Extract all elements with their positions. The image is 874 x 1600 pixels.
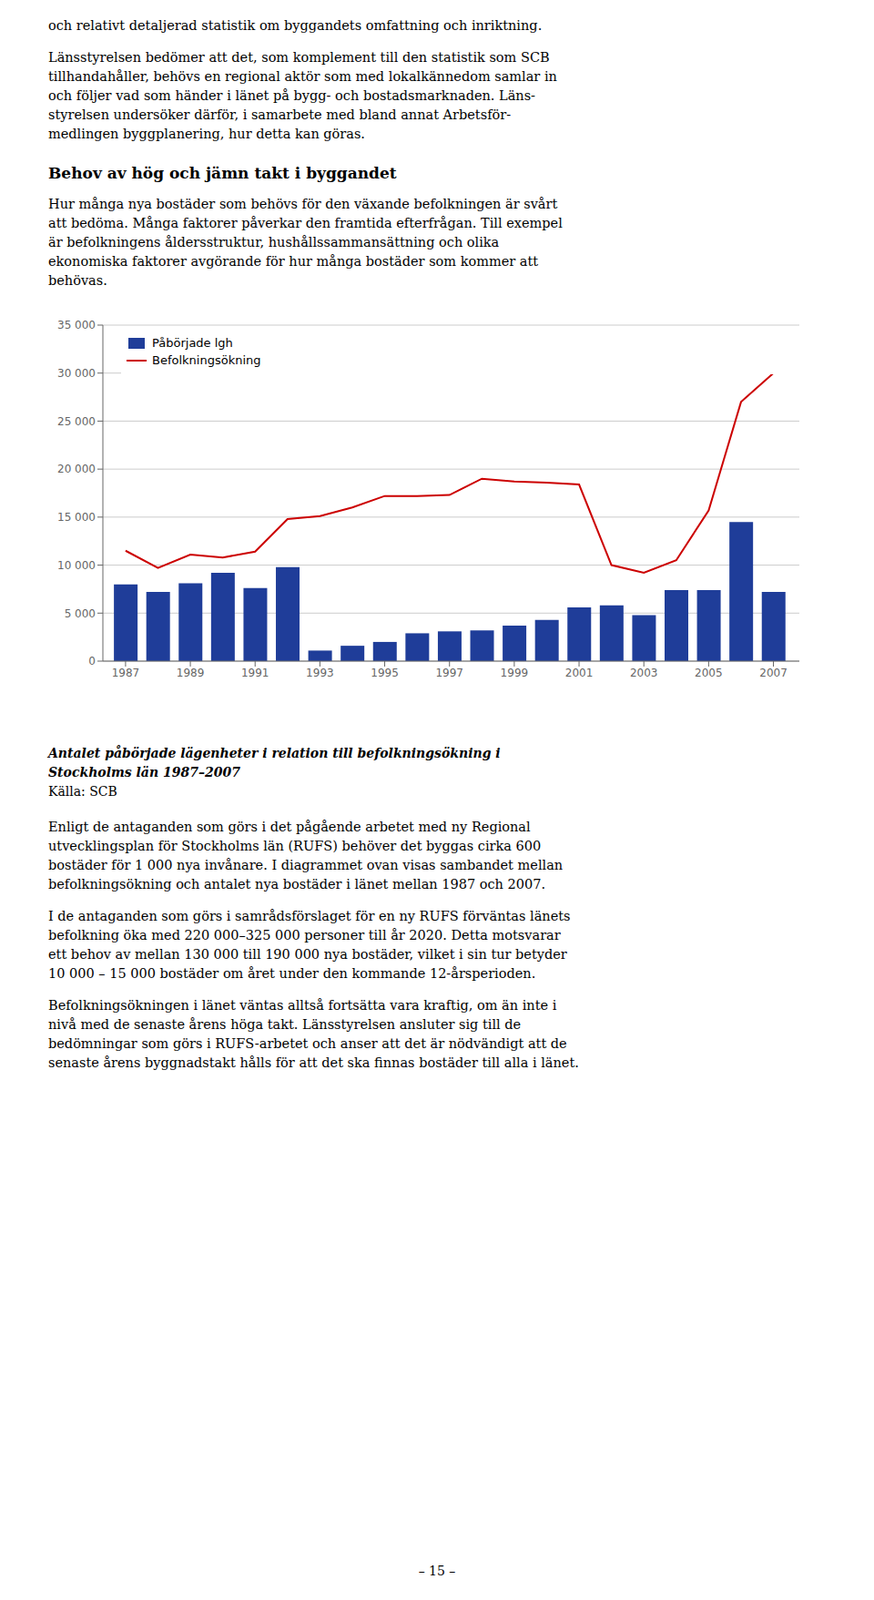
svg-text:0: 0 [88, 654, 96, 668]
svg-text:5 000: 5 000 [64, 607, 96, 620]
html-text:Behov av hög och jämn takt i b: Behov av hög och jämn takt i byggandet [48, 163, 397, 183]
html-text:att bedöma. Många faktorer påv: att bedöma. Många faktorer påverkar den … [48, 215, 563, 231]
svg-text:1989: 1989 [176, 666, 205, 680]
html-text:bostäder för 1 000 nya invånar: bostäder för 1 000 nya invånare. I diagr… [48, 857, 563, 873]
html-text:Befolkningsökning: Befolkningsökning [152, 353, 261, 367]
html-text:– 15 –: – 15 – [418, 1563, 456, 1578]
html-text:och följer vad som händer i lä: och följer vad som händer i länet på byg… [48, 88, 536, 103]
html-text:nivå med de senaste årens höga: nivå med de senaste årens höga takt. Län… [48, 1016, 521, 1032]
html-text:tillhandahåller, behövs en reg: tillhandahåller, behövs en regional aktö… [48, 69, 558, 84]
svg-text:20 000: 20 000 [57, 462, 96, 476]
svg-text:35 000: 35 000 [57, 318, 96, 332]
html-text:och relativt detaljerad statis: och relativt detaljerad statistik om byg… [48, 18, 542, 33]
html-text:Påbörjade lgh: Påbörjade lgh [152, 335, 233, 350]
html-text:Länsstyrelsen bedömer att det,: Länsstyrelsen bedömer att det, som kompl… [48, 50, 550, 65]
html-text:ekonomiska faktorer avgörande: ekonomiska faktorer avgörande för hur må… [48, 254, 539, 269]
html-text:10 000 – 15 000 bostäder om år: 10 000 – 15 000 bostäder om året under d… [48, 965, 536, 981]
svg-text:1997: 1997 [435, 666, 464, 680]
html-text:Befolkningsökningen i länet vä: Befolkningsökningen i länet väntas allts… [48, 997, 557, 1013]
html-text:behövas.: behövas. [48, 273, 108, 288]
html-text:befolkning öka med 220 000–325: befolkning öka med 220 000–325 000 perso… [48, 927, 561, 943]
svg-text:2007: 2007 [759, 666, 788, 680]
svg-text:1991: 1991 [241, 666, 270, 680]
html-text:Källa: SCB: Källa: SCB [48, 783, 118, 799]
html-text:är befolkningens åldersstruktu: är befolkningens åldersstruktur, hushåll… [48, 234, 500, 250]
html-text:senaste årens byggnadstakt hål: senaste årens byggnadstakt hålls för att… [48, 1055, 579, 1070]
html-text:Hur många nya bostäder som beh: Hur många nya bostäder som behövs för de… [48, 196, 558, 212]
html-text:medlingen byggplanering, hur d: medlingen byggplanering, hur detta kan g… [48, 126, 366, 142]
svg-text:10 000: 10 000 [57, 558, 96, 572]
html-text:styrelsen undersöker därför, i: styrelsen undersöker därför, i samarbete… [48, 107, 511, 122]
html-text:bedömningar som görs i RUFS-ar: bedömningar som görs i RUFS-arbetet och … [48, 1036, 567, 1051]
svg-text:1987: 1987 [111, 666, 141, 680]
svg-text:2005: 2005 [694, 666, 723, 680]
html-text:Antalet påbörjade lägenheter i: Antalet påbörjade lägenheter i relation … [48, 745, 501, 761]
svg-text:30 000: 30 000 [57, 366, 96, 380]
svg-text:1995: 1995 [370, 666, 399, 680]
html-text:befolkningsökning och antalet: befolkningsökning och antalet nya bostäd… [48, 876, 546, 892]
svg-text:1993: 1993 [305, 666, 335, 680]
html-text:ett behov av mellan 130 000 ti: ett behov av mellan 130 000 till 190 000… [48, 946, 568, 962]
svg-text:15 000: 15 000 [57, 510, 96, 524]
svg-text:1999: 1999 [500, 666, 529, 680]
svg-text:2001: 2001 [565, 666, 594, 680]
html-text:Stockholms län 1987–2007: Stockholms län 1987–2007 [48, 764, 241, 780]
svg-text:2003: 2003 [630, 666, 659, 680]
svg-text:25 000: 25 000 [57, 415, 96, 428]
html-text:Enligt de antaganden som görs: Enligt de antaganden som görs i det pågå… [48, 819, 531, 834]
html-text:utvecklingsplan för Stockholms: utvecklingsplan för Stockholms län (RUFS… [48, 838, 541, 854]
html-text:I de antaganden som görs i sam: I de antaganden som görs i samrådsförsla… [48, 908, 571, 924]
